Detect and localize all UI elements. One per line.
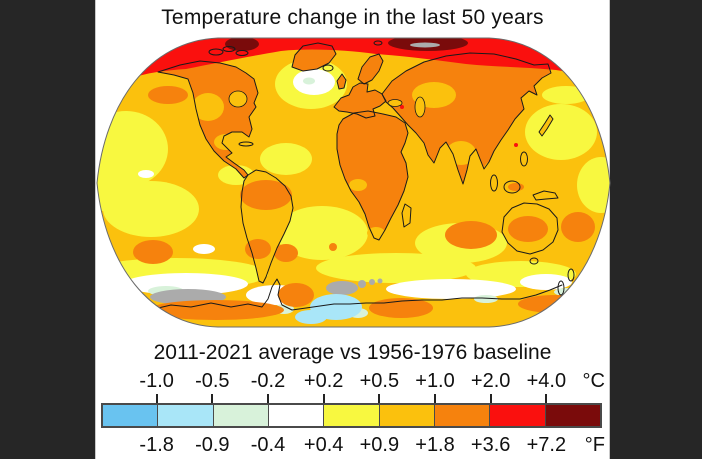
celsius-label: -0.2	[250, 370, 286, 392]
fahrenheit-label: +0.9	[359, 434, 400, 456]
color-swatch	[545, 405, 600, 426]
color-bar	[101, 403, 602, 428]
scale-tick	[155, 394, 158, 403]
fahrenheit-label: +3.6	[470, 434, 511, 456]
fahrenheit-label: -0.4	[250, 434, 286, 456]
color-swatch	[379, 405, 435, 426]
color-swatch	[324, 405, 380, 426]
scale-tick	[545, 394, 548, 403]
scale-tick	[434, 394, 436, 403]
color-swatch	[434, 405, 491, 426]
color-swatch	[158, 405, 214, 426]
fahrenheit-labels: °F -1.8 -0.9 -0.4 +0.4 +0.9 +1.8 +3.6 +7.2	[101, 434, 605, 456]
scale-tick	[267, 394, 269, 403]
fahrenheit-label: +7.2	[526, 434, 567, 456]
color-swatch	[490, 405, 546, 426]
celsius-labels: °C -1.0 -0.5 -0.2 +0.2 +0.5 +1.0 +2.0 +4.0	[101, 370, 605, 392]
scale-ticks	[101, 394, 602, 403]
figure-title: Temperature change in the last 50 years	[161, 6, 544, 29]
fahrenheit-label: +1.8	[415, 434, 455, 456]
celsius-unit: °C	[582, 370, 605, 392]
color-scale-legend: °C -1.0 -0.5 -0.2 +0.2 +0.5 +1.0 +2.0 +4.0 °F -…	[101, 370, 605, 456]
scale-tick	[489, 394, 492, 403]
color-swatch	[268, 405, 325, 426]
scale-tick	[211, 394, 214, 403]
celsius-label: +4.0	[526, 370, 567, 392]
celsius-label: -0.5	[195, 370, 230, 392]
celsius-label: +1.0	[415, 370, 455, 392]
fahrenheit-unit: °F	[584, 434, 605, 456]
color-swatch	[103, 405, 159, 426]
scale-tick	[322, 394, 325, 403]
fahrenheit-label: -1.8	[139, 434, 174, 456]
celsius-label: +2.0	[470, 370, 511, 392]
scale-tick	[378, 394, 381, 403]
celsius-label: +0.5	[359, 370, 400, 392]
celsius-label: -1.0	[139, 370, 174, 392]
fahrenheit-label: +0.4	[303, 434, 344, 456]
robinson-map-svg	[96, 37, 611, 328]
map-outline	[96, 37, 611, 328]
world-anomaly-map	[96, 37, 611, 328]
figure-panel: Temperature change in the last 50 years	[95, 0, 611, 459]
celsius-label: +0.2	[303, 370, 344, 392]
fahrenheit-label: -0.9	[195, 434, 230, 456]
color-swatch	[213, 405, 269, 426]
figure-subtitle: 2011-2021 average vs 1956-1976 baseline	[153, 341, 552, 364]
